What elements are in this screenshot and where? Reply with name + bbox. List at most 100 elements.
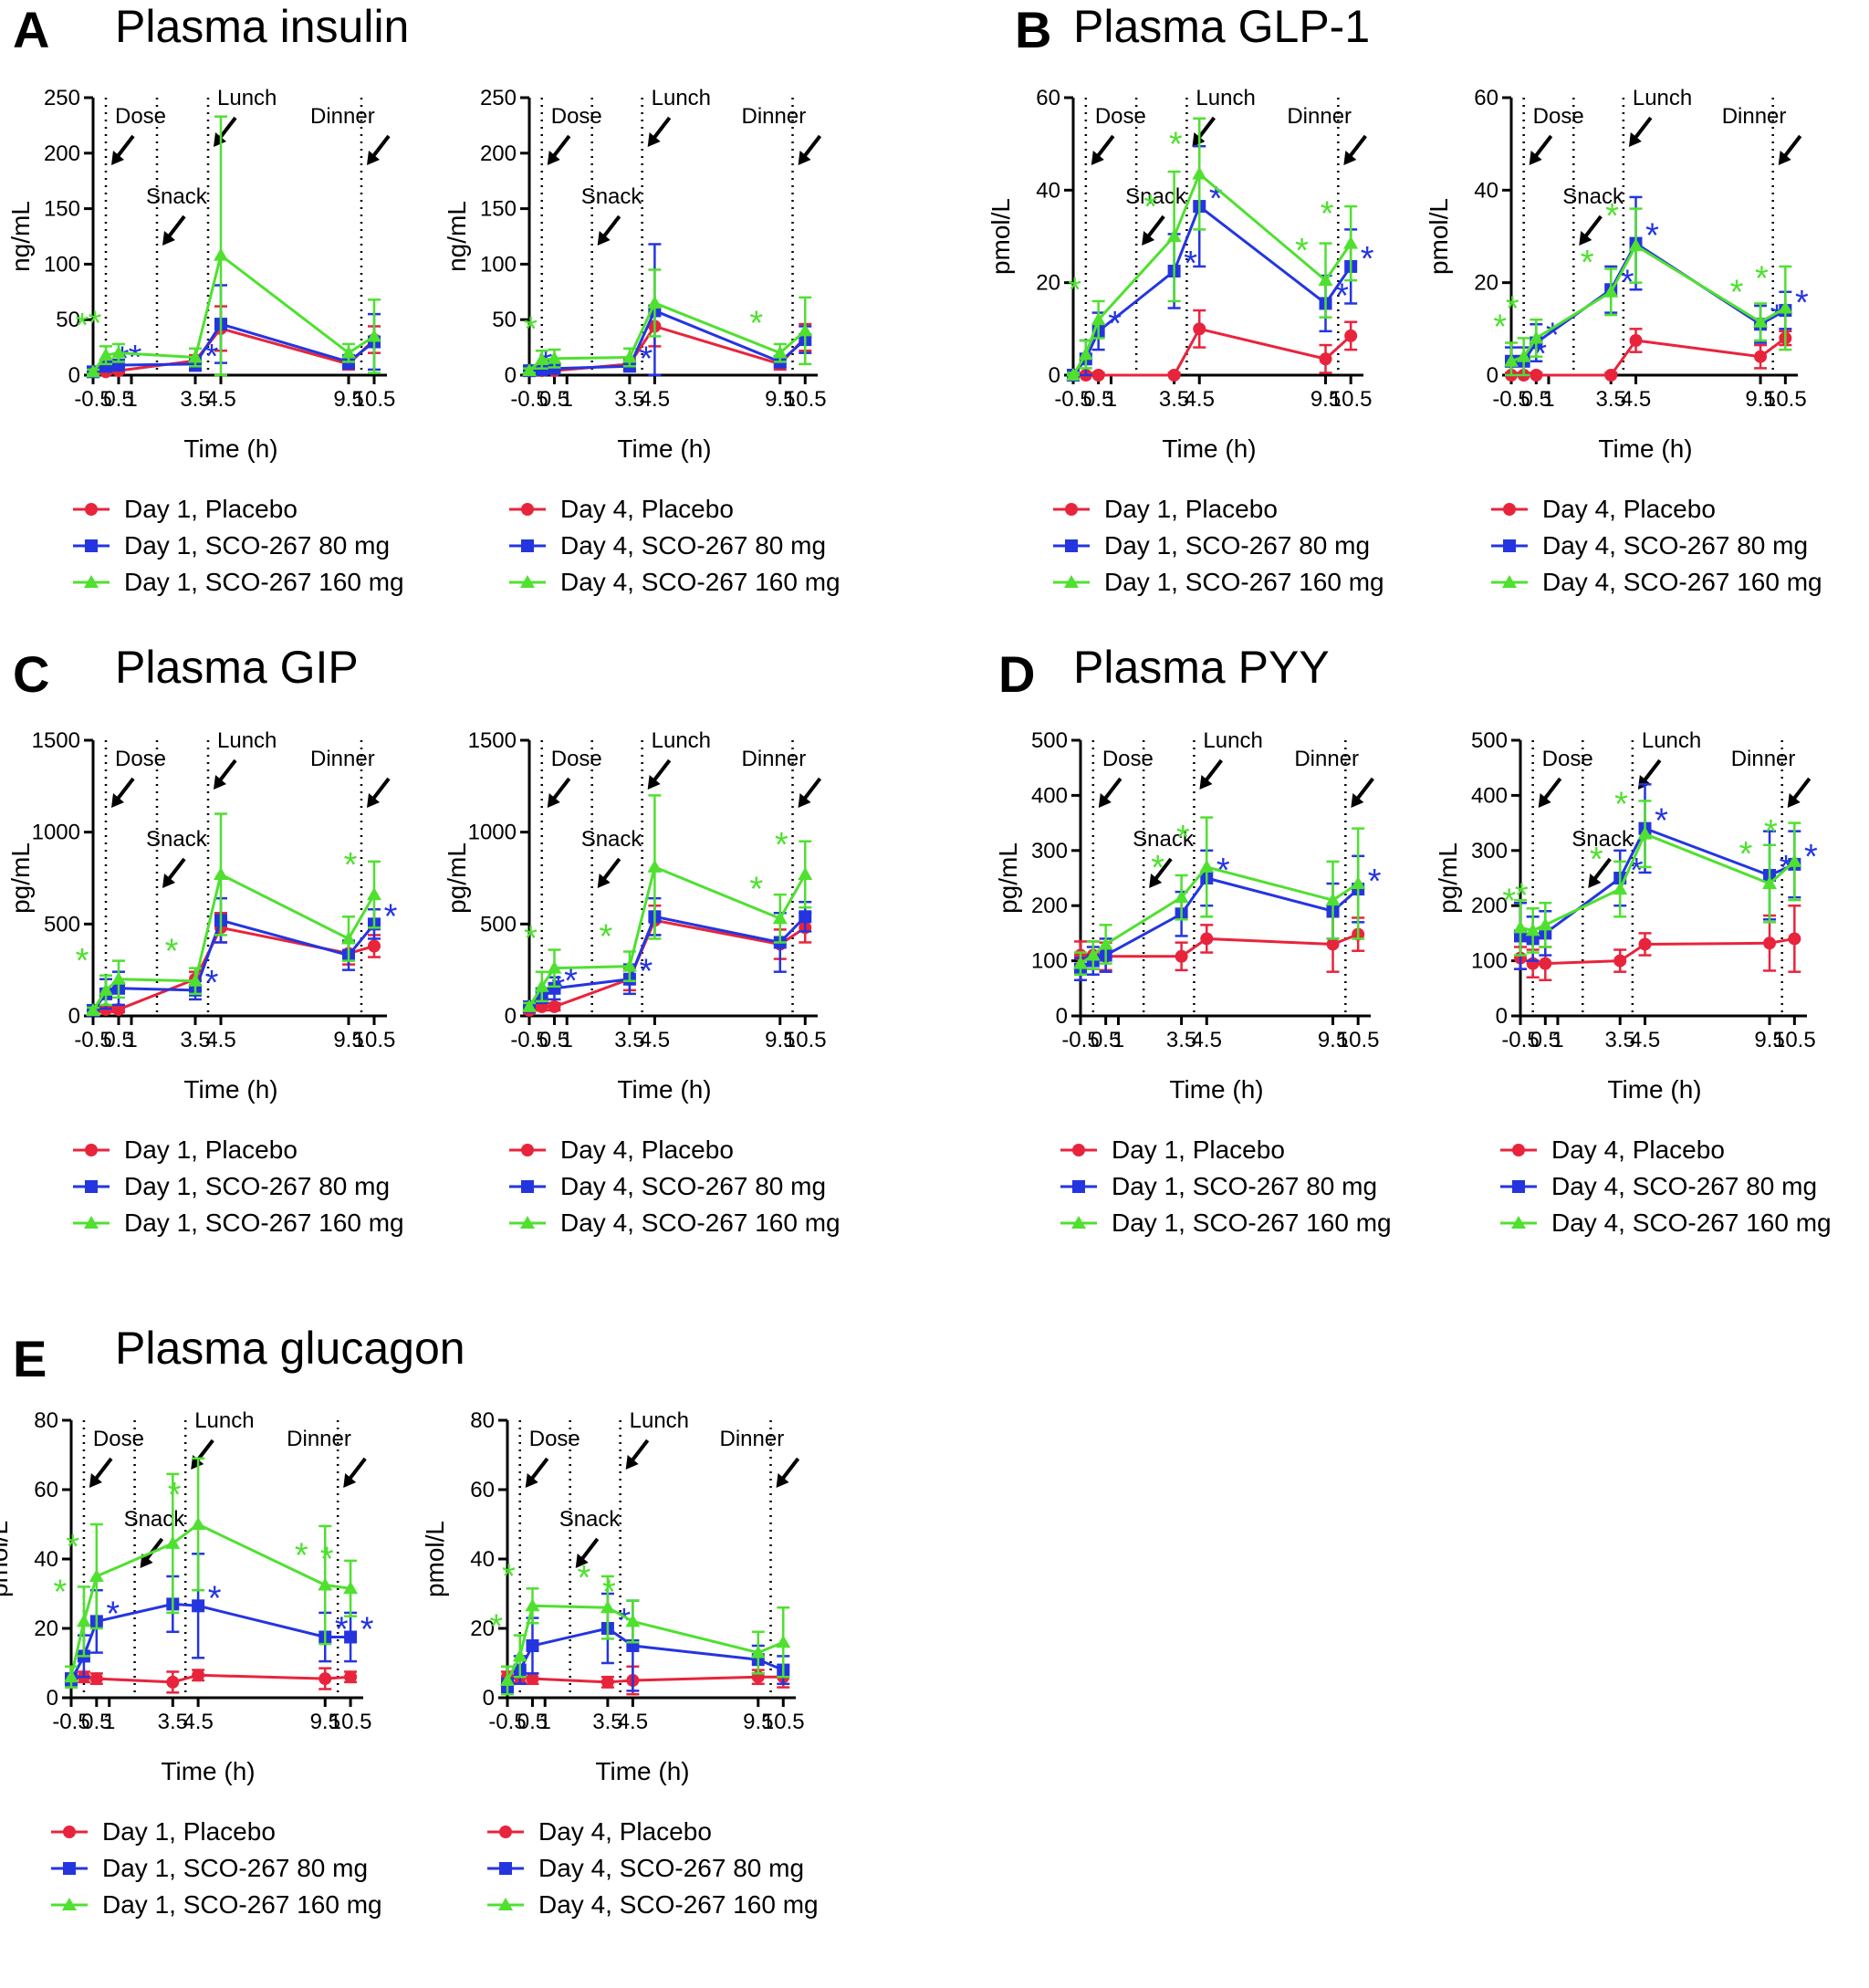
data-point [341, 931, 356, 945]
legend-label: Day 4, SCO-267 160 mg [560, 1208, 841, 1237]
significance-star: * [1590, 841, 1603, 879]
series-160mg: ****** [1493, 197, 1793, 377]
x-tick-label: 0.5 [539, 387, 569, 412]
event-label-lunch: Lunch [652, 86, 711, 110]
significance-star: * [1581, 244, 1594, 282]
significance-star: * [89, 305, 102, 343]
y-tick-label: 60 [1036, 86, 1060, 110]
significance-star: * [208, 1579, 222, 1617]
legend-marker [1065, 539, 1078, 552]
x-tick-label: 1 [561, 387, 573, 412]
legend-entry: Day 4, SCO-267 160 mg [1500, 1208, 1832, 1237]
y-tick-label: 50 [56, 308, 80, 332]
legend-label: Day 4, Placebo [538, 1817, 712, 1846]
significance-star: * [295, 1537, 308, 1575]
event-label-dose: Dose [529, 1427, 580, 1451]
data-point [188, 973, 203, 987]
data-point [1753, 314, 1769, 328]
data-point [1166, 229, 1182, 242]
y-tick-label: 200 [480, 141, 517, 166]
data-point [99, 348, 113, 361]
x-tick-label: 10.5 [1773, 1028, 1816, 1052]
y-axis-label: ng/mL [443, 201, 471, 272]
event-label-snack: Snack [146, 184, 208, 209]
legend-marker [1065, 503, 1078, 516]
legend-label: Day 1, Placebo [124, 1135, 298, 1164]
data-point [1193, 322, 1206, 336]
x-tick-label: 0.5 [1083, 387, 1113, 412]
event-arrow-head [547, 151, 560, 165]
x-tick-label: 10.5 [1337, 1028, 1380, 1052]
significance-star: * [344, 846, 358, 884]
data-point [1754, 350, 1768, 363]
panel-letter-d: D [998, 645, 1036, 703]
series-line [92, 926, 375, 1012]
x-tick-label: 4.5 [618, 1710, 648, 1734]
chart-c-day1: DoseSnackLunchDinner050010001500-0.50.51… [6, 728, 404, 1237]
significance-star: * [775, 826, 788, 864]
event-label-dinner: Dinner [742, 104, 807, 129]
legend-entry: Day 4, SCO-267 80 mg [1491, 531, 1808, 560]
data-point [165, 1535, 181, 1549]
y-tick-label: 20 [1036, 271, 1060, 296]
legend-entry: Day 4, SCO-267 160 mg [509, 1208, 841, 1237]
x-axis-label: Time (h) [1607, 1075, 1701, 1104]
legend-label: Day 1, SCO-267 160 mg [102, 1890, 382, 1919]
significance-star: * [1655, 802, 1668, 841]
event-label-lunch: Lunch [1642, 728, 1701, 753]
event-label-dose: Dose [93, 1427, 144, 1451]
y-tick-label: 0 [483, 1686, 495, 1711]
legend-label: Day 1, Placebo [124, 495, 298, 523]
data-point [1763, 936, 1777, 950]
data-point [1091, 312, 1106, 326]
significance-star: * [1068, 271, 1081, 309]
event-label-snack: Snack [124, 1507, 186, 1532]
significance-star: * [205, 338, 219, 376]
legend-label: Day 4, SCO-267 80 mg [538, 1854, 804, 1882]
legend-entry: Day 4, Placebo [1491, 495, 1716, 523]
y-axis-label: pg/mL [6, 842, 35, 914]
y-tick-label: 0 [1496, 1004, 1508, 1029]
data-point [1513, 920, 1528, 934]
data-point [76, 1614, 91, 1627]
x-tick-label: 9.5 [1754, 1028, 1784, 1052]
data-point [344, 1630, 358, 1644]
legend-marker [84, 1216, 99, 1229]
data-point [64, 1669, 78, 1683]
series-160mg: * * * [76, 812, 381, 1016]
chart-b-day1: Dose Snack Lunch Dinner 0 20 40 60 -0.50.51 3.54.… [987, 86, 1384, 596]
legend-entry: Day 4, SCO-267 80 mg [487, 1854, 804, 1882]
legend-marker [1502, 575, 1517, 588]
significance-star: * [76, 942, 89, 980]
x-tick-label: 0.5 [1091, 1028, 1121, 1052]
x-tick-label: -0.5 [488, 1710, 526, 1734]
x-axis-label: Time (h) [1598, 434, 1692, 463]
significance-star: * [524, 920, 538, 958]
data-point [191, 1517, 206, 1530]
event-arrow-head [1091, 151, 1104, 165]
event-label-snack: Snack [559, 1507, 621, 1532]
x-tick-label: -0.5 [1054, 387, 1091, 412]
event-arrow-head [1149, 874, 1163, 888]
y-tick-label: 0 [1056, 1004, 1068, 1029]
significance-star: * [640, 953, 653, 991]
event-arrow-head [1199, 775, 1213, 790]
y-tick-label: 500 [1031, 728, 1068, 753]
event-label-dose: Dose [115, 747, 166, 771]
legend-marker [1071, 1216, 1086, 1229]
chart-a-day4: Dose Snack Lunch Dinner 0 50 100 150 200 250 -0.50… [443, 86, 841, 596]
legend-label: Day 1, Placebo [1112, 1135, 1285, 1164]
y-tick-label: 100 [1471, 949, 1508, 974]
series-placebo [1514, 904, 1801, 981]
data-point [621, 350, 637, 363]
significance-star: * [1361, 240, 1374, 278]
event-label-lunch: Lunch [652, 728, 711, 753]
y-tick-label: 1500 [468, 728, 517, 753]
event-label-lunch: Lunch [1196, 86, 1255, 110]
data-point [1098, 936, 1113, 950]
legend-marker [85, 539, 98, 552]
data-point [111, 345, 126, 359]
data-point [1787, 853, 1802, 867]
x-tick-label: 4.5 [1192, 1028, 1222, 1052]
x-tick-label: 1 [539, 1710, 551, 1734]
